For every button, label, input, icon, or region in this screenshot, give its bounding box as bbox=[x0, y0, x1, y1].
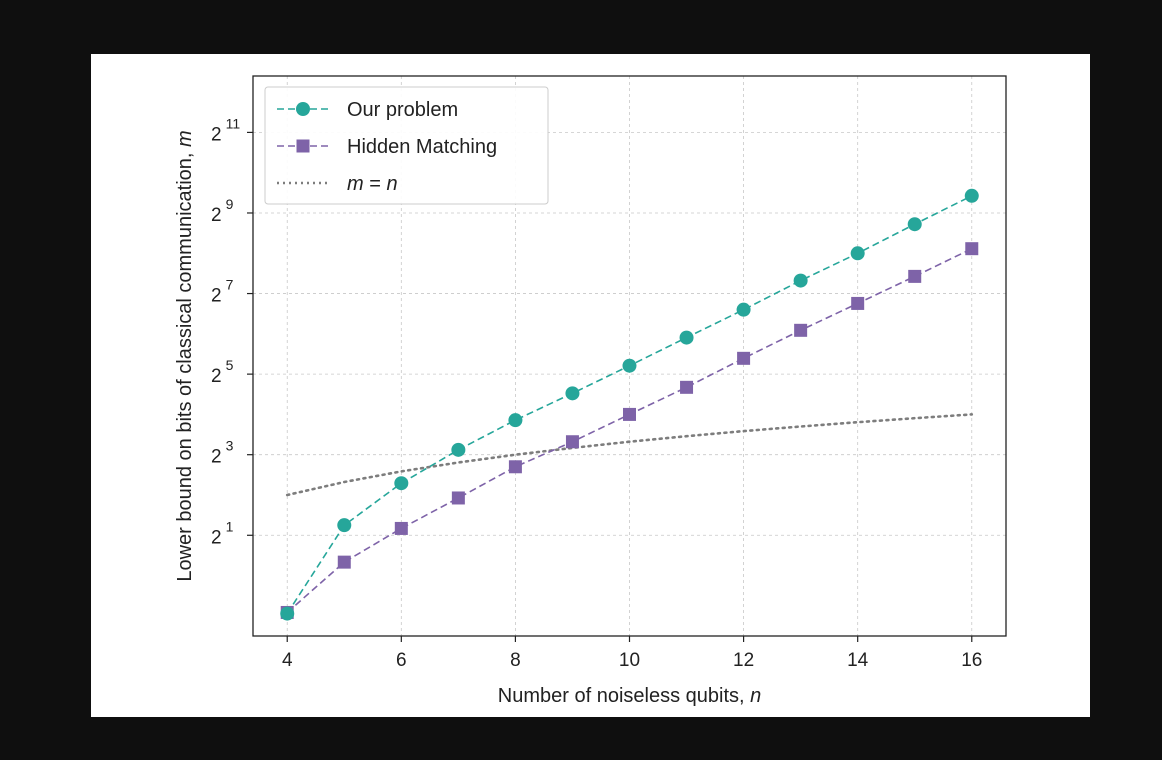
y-tick-label: 23 bbox=[211, 438, 234, 468]
y-tick-label: 21 bbox=[211, 518, 234, 548]
our-problem-point bbox=[793, 273, 808, 288]
x-axis-title: Number of noiseless qubits, n bbox=[498, 685, 761, 707]
our-problem-point bbox=[622, 358, 637, 373]
our-problem-point bbox=[907, 217, 922, 232]
our-problem-series bbox=[280, 188, 979, 621]
y-tick-label: 25 bbox=[211, 357, 234, 387]
legend-label-m-equals-n: m = n bbox=[347, 173, 398, 195]
legend: Our problem Hidden Matching m = n bbox=[264, 86, 549, 205]
x-tick-label: 12 bbox=[733, 650, 754, 671]
legend-item-m-equals-n: m = n bbox=[277, 173, 398, 195]
our-problem-point bbox=[394, 476, 409, 491]
hidden-matching-point bbox=[337, 555, 351, 569]
our-problem-point bbox=[679, 330, 694, 345]
hidden-matching-point bbox=[508, 460, 522, 474]
our-problem-point bbox=[280, 606, 295, 621]
hidden-matching-point bbox=[451, 491, 465, 505]
our-problem-point bbox=[451, 442, 466, 457]
legend-item-our-problem: Our problem bbox=[277, 99, 458, 121]
x-tick-label: 4 bbox=[282, 650, 293, 671]
hidden-matching-point bbox=[394, 521, 408, 535]
y-tick-label: 211 bbox=[211, 115, 240, 145]
x-axis-ticks: 4 6 8 10 12 14 16 bbox=[282, 636, 982, 671]
hidden-matching-point bbox=[965, 242, 979, 256]
reference-series bbox=[285, 413, 974, 497]
hidden-matching-point bbox=[851, 296, 865, 310]
y-tick-label: 29 bbox=[211, 196, 234, 226]
y-axis-ticks: 21 23 25 27 29 211 bbox=[211, 115, 253, 548]
legend-label-hidden-matching: Hidden Matching bbox=[347, 136, 497, 158]
our-problem-point bbox=[565, 386, 580, 401]
y-axis-title: Lower bound on bits of classical communi… bbox=[174, 130, 196, 581]
legend-box bbox=[264, 86, 549, 205]
our-problem-point bbox=[736, 302, 751, 317]
our-problem-point bbox=[337, 518, 352, 533]
hidden-matching-point bbox=[737, 351, 751, 365]
m-equals-n-line bbox=[285, 413, 974, 497]
hidden-matching-point bbox=[908, 269, 922, 283]
our-problem-point bbox=[964, 188, 979, 203]
x-tick-label: 16 bbox=[961, 650, 982, 671]
hidden-matching-point bbox=[680, 380, 694, 394]
hidden-matching-point bbox=[623, 407, 636, 421]
chart-figure: 4 6 8 10 12 14 16 21 23 25 27 29 211 Number of nois… bbox=[91, 54, 1090, 717]
line-chart: 4 6 8 10 12 14 16 21 23 25 27 29 211 Number of nois… bbox=[174, 75, 1007, 707]
legend-label-our-problem: Our problem bbox=[347, 99, 458, 121]
legend-item-hidden-matching: Hidden Matching bbox=[277, 136, 497, 158]
hidden-matching-series bbox=[280, 242, 979, 619]
x-tick-label: 8 bbox=[510, 650, 521, 671]
hidden-matching-point bbox=[794, 323, 808, 337]
x-tick-label: 6 bbox=[396, 650, 407, 671]
x-tick-label: 10 bbox=[619, 650, 640, 671]
our-problem-point bbox=[850, 246, 865, 261]
y-tick-label: 27 bbox=[211, 277, 234, 307]
hidden-matching-point bbox=[565, 435, 579, 449]
x-tick-label: 14 bbox=[847, 650, 869, 671]
our-problem-point bbox=[508, 413, 523, 428]
